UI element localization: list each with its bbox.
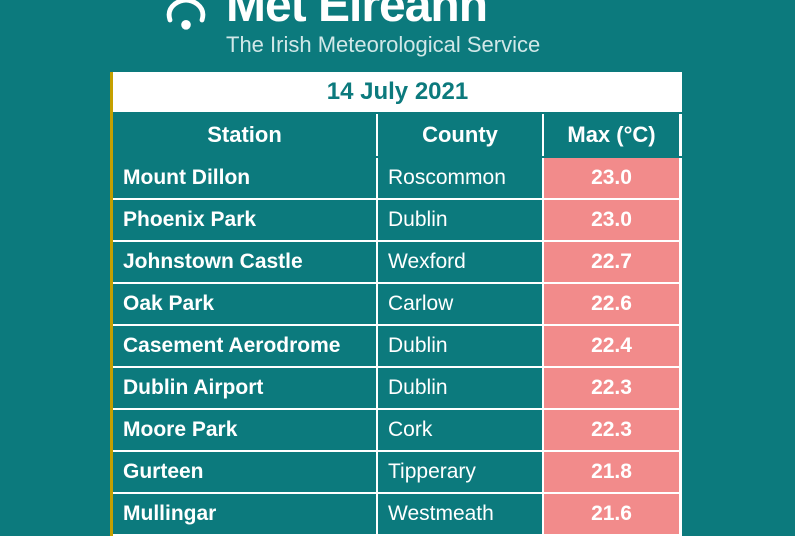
col-header-max: Max (°C) [544,114,679,156]
table-body: Mount DillonRoscommon23.0Phoenix ParkDub… [113,158,682,536]
cell-county: Cork [378,410,544,450]
swirl-icon [160,0,212,36]
table-row: Johnstown CastleWexford22.7 [113,242,682,284]
cell-station: Casement Aerodrome [113,326,378,366]
brand-title: Met Éireann [226,0,540,30]
cell-station: Gurteen [113,452,378,492]
cell-max: 21.6 [544,494,679,534]
cell-max: 23.0 [544,158,679,198]
cell-county: Roscommon [378,158,544,198]
col-header-county: County [378,114,544,156]
table-row: Phoenix ParkDublin23.0 [113,200,682,242]
temperature-table: 14 July 2021 Station County Max (°C) Mou… [110,72,682,536]
date-row: 14 July 2021 [113,72,682,114]
cell-max: 22.7 [544,242,679,282]
table-row: Oak ParkCarlow22.6 [113,284,682,326]
cell-max: 21.8 [544,452,679,492]
cell-county: Dublin [378,368,544,408]
table-row: Casement AerodromeDublin22.4 [113,326,682,368]
cell-county: Wexford [378,242,544,282]
cell-county: Carlow [378,284,544,324]
cell-county: Dublin [378,200,544,240]
cell-station: Mullingar [113,494,378,534]
table-row: GurteenTipperary21.8 [113,452,682,494]
brand-header: Met Éireann The Irish Meteorological Ser… [160,0,795,72]
cell-station: Oak Park [113,284,378,324]
cell-max: 22.4 [544,326,679,366]
cell-max: 23.0 [544,200,679,240]
cell-county: Westmeath [378,494,544,534]
col-header-station: Station [113,114,378,156]
table-row: Moore ParkCork22.3 [113,410,682,452]
brand-text-block: Met Éireann The Irish Meteorological Ser… [226,0,540,56]
cell-county: Tipperary [378,452,544,492]
table-header-row: Station County Max (°C) [113,114,682,158]
table-date: 14 July 2021 [327,78,468,105]
cell-county: Dublin [378,326,544,366]
cell-max: 22.3 [544,410,679,450]
table-row: Dublin AirportDublin22.3 [113,368,682,410]
brand-subtitle: The Irish Meteorological Service [226,34,540,56]
cell-station: Phoenix Park [113,200,378,240]
cell-max: 22.3 [544,368,679,408]
cell-max: 22.6 [544,284,679,324]
table-row: Mount DillonRoscommon23.0 [113,158,682,200]
cell-station: Johnstown Castle [113,242,378,282]
cell-station: Moore Park [113,410,378,450]
cell-station: Dublin Airport [113,368,378,408]
cell-station: Mount Dillon [113,158,378,198]
